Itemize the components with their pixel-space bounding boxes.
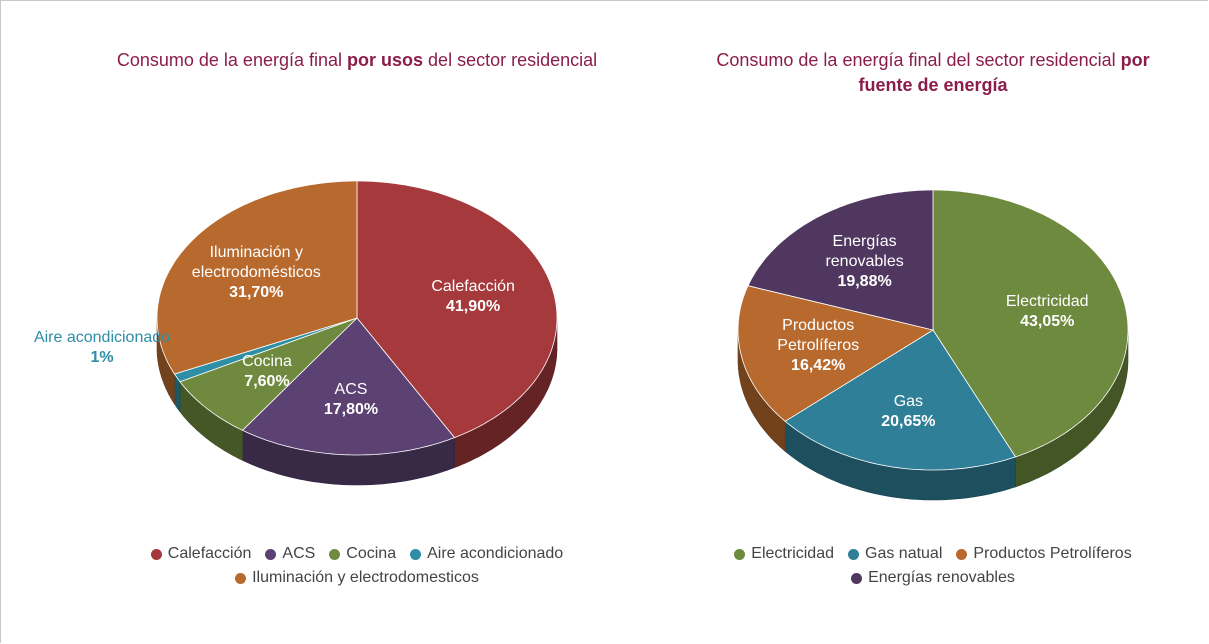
title-part: por fuente de energía — [858, 50, 1150, 95]
legend-item: Electricidad — [734, 545, 834, 563]
legend-swatch — [265, 548, 277, 560]
slice-value: 43,05% — [1020, 312, 1075, 330]
slice-label: ACS 17,80% — [281, 380, 421, 420]
legend-label: Energías renovables — [868, 569, 1015, 586]
legend-swatch — [734, 548, 746, 560]
slice — [784, 329, 1017, 471]
slice — [241, 317, 456, 456]
slice-label: Calefacción 41,90% — [403, 277, 543, 317]
title-part: por usos — [347, 50, 424, 70]
legend-swatch — [851, 572, 863, 584]
slice-name: Aire acondicionado — [33, 329, 171, 346]
legend-item: ACS — [265, 545, 315, 563]
slice — [932, 189, 1129, 458]
legend-label: Calefacción — [167, 545, 252, 562]
slice-name: Energías renovables — [825, 232, 904, 270]
legend-swatch — [848, 548, 859, 560]
slice — [737, 285, 935, 422]
chart-title: Consumo de la energía final por usos del… — [47, 48, 667, 73]
slice-value: 16,42% — [791, 357, 846, 375]
slice-name: Gas — [893, 393, 924, 411]
slice-name: Cocina — [242, 353, 292, 371]
legend-swatch — [329, 548, 341, 560]
slice-label: Electricidad 43,05% — [977, 292, 1117, 332]
slice-value: 17,80% — [323, 401, 379, 419]
slice — [156, 180, 358, 375]
title-part: del sector residencial — [428, 50, 598, 70]
legend-swatch — [410, 548, 422, 560]
slice-label: Iluminación y electrodomésticos 31,70% — [186, 243, 326, 303]
slice-label: Gas 20,65% — [838, 392, 978, 432]
slice-value: 7,60% — [244, 373, 290, 391]
legend-item: Gas natual — [848, 545, 942, 563]
legend-label: Iluminación y electrodomesticos — [252, 569, 479, 586]
slice-value: 20,65% — [881, 413, 936, 431]
slice — [356, 180, 558, 439]
slice-name: Productos Petrolíferos — [777, 317, 860, 355]
legend-item: Iluminación y electrodomesticos — [235, 569, 479, 587]
slice-value: 1% — [90, 349, 114, 366]
legend-label: Electricidad — [751, 545, 834, 562]
legend-item: Aire acondicionado — [410, 545, 563, 563]
legend-item: Energías renovables — [851, 569, 1015, 587]
chart-title: Consumo de la energía final del sector r… — [688, 48, 1178, 98]
slice-name: Iluminación y electrodomésticos — [191, 244, 321, 282]
slice-value: 31,70% — [229, 284, 284, 302]
slice-label: Cocina 7,60% — [197, 352, 337, 392]
slice-label: Productos Petrolíferos 16,42% — [748, 316, 888, 376]
slice-value: 19,88% — [837, 272, 892, 290]
legend-swatch — [956, 548, 968, 560]
slice-value: 41,90% — [445, 298, 501, 316]
slice — [179, 317, 358, 431]
legend: Calefacción ACS Cocina Aire acondicionado Il… — [97, 545, 617, 587]
legend-swatch — [150, 548, 162, 560]
slice — [747, 189, 934, 331]
legend: Electricidad Gas natual Productos Petrolíf… — [713, 545, 1153, 587]
legend-label: ACS — [282, 545, 316, 562]
slice-name: Calefacción — [431, 278, 515, 296]
slice-name: Electricidad — [1005, 292, 1089, 310]
legend-swatch — [235, 572, 247, 584]
legend-label: Cocina — [346, 545, 397, 562]
legend-label: Gas natual — [865, 545, 943, 562]
slice-label: Energías renovables 19,88% — [795, 232, 935, 292]
legend-label: Aire acondicionado — [427, 545, 564, 562]
legend-label: Productos Petrolíferos — [973, 545, 1132, 562]
legend-item: Calefacción — [150, 545, 252, 563]
slice-name: ACS — [334, 381, 368, 399]
legend-item: Productos Petrolíferos — [956, 545, 1132, 563]
legend-item: Cocina — [329, 545, 396, 563]
title-part: Consumo de la energía final — [116, 50, 342, 70]
slice-label: Aire acondicionado 1% — [32, 328, 172, 368]
title-part: Consumo de la energía final del sector r… — [716, 50, 1116, 70]
